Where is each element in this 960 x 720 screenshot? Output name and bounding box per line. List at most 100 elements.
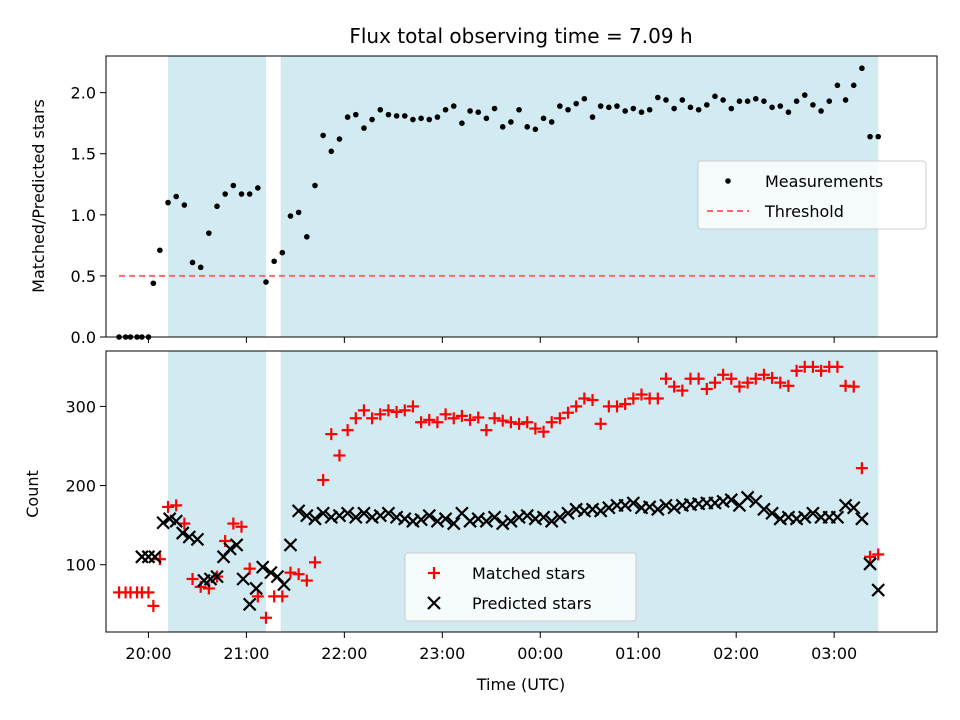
measurement-point (630, 105, 637, 112)
predicted-star-point (210, 569, 224, 584)
measurement-point (369, 116, 375, 123)
matched-star-point (864, 550, 877, 563)
measurement-point (328, 148, 335, 155)
shaded-region-1 (168, 56, 266, 337)
predicted-star-point (373, 508, 388, 523)
x-tick-label: 21:00 (223, 644, 269, 663)
predicted-star-point (182, 530, 197, 544)
measurement-point (524, 124, 531, 130)
matched-star-point (464, 413, 477, 426)
predicted-star-point (291, 504, 306, 518)
predicted-star-point (659, 498, 673, 513)
measurement-point (450, 103, 457, 109)
matched-star-point (374, 408, 387, 421)
measurements-legend-label: Measurements (765, 172, 883, 191)
x-axis-label: Time (UTC) (476, 675, 565, 694)
measurement-point (761, 98, 767, 105)
top-y-axis-label: Matched/Predicted stars (29, 99, 48, 293)
matched-star-point (537, 425, 550, 438)
measurement-point (271, 258, 277, 265)
measurement-point (597, 103, 604, 109)
matched-star-point (333, 449, 346, 462)
measurement-point (801, 92, 808, 98)
matched-star-point (398, 404, 411, 417)
measurement-point (769, 104, 775, 111)
matched-star-point (357, 404, 370, 417)
predicted-star-point (479, 514, 494, 528)
measurement-point (581, 95, 588, 102)
y-tick-label: 2.0 (71, 84, 96, 103)
bottom-x-axis-ticks: 20:00 21:00 22:00 23:00 00:00 01:00 02:00 03:00 (125, 632, 857, 663)
measurement-point (377, 106, 384, 113)
predicted-star-point (618, 498, 632, 513)
measurement-point (728, 105, 735, 112)
predicted-star-point (169, 514, 183, 528)
y-tick-label: 1.0 (71, 206, 96, 225)
measurement-point (189, 259, 196, 266)
measurement-point (385, 111, 392, 118)
measurement-point (255, 185, 261, 191)
predicted-legend-label: Predicted stars (472, 594, 592, 613)
matched-legend-marker (428, 567, 440, 579)
predicted-star-point (602, 500, 616, 515)
matched-star-point (496, 414, 509, 427)
top-legend-box (697, 160, 927, 230)
matched-star-point (545, 416, 558, 429)
top-x-axis-ticks (147, 337, 835, 343)
matched-star-point (227, 517, 240, 530)
matched-star-point (341, 424, 354, 437)
top-y-axis-ticks: 0.0 0.5 1.0 1.5 2.0 (71, 84, 106, 347)
measurement-point (410, 116, 416, 123)
x-tick-label: 01:00 (615, 644, 661, 663)
predicted-star-point (414, 512, 428, 527)
matched-star-point (815, 364, 828, 377)
predicted-star-point (236, 572, 250, 586)
x-tick-label: 22:00 (321, 644, 367, 663)
predicted-star-point (316, 506, 330, 521)
measurement-point (655, 94, 661, 101)
measurement-point (826, 98, 833, 105)
predicted-star-point (340, 506, 355, 521)
predicted-star-point (255, 560, 270, 574)
matched-star-point (292, 568, 305, 581)
predicted-star-point (626, 496, 641, 510)
shaded-region-1 (168, 351, 266, 632)
matched-star-point (562, 406, 575, 419)
measurement-point (295, 209, 302, 216)
predicted-star-point (553, 510, 567, 525)
measurement-point (238, 191, 245, 197)
matched-star-point (170, 499, 183, 512)
measurement-point (540, 115, 547, 122)
measurement-point (361, 125, 367, 131)
predicted-star-point (757, 502, 771, 517)
predicted-star-point (487, 510, 502, 525)
predicted-star-point (397, 512, 412, 526)
measurement-point (622, 108, 628, 114)
measurement-point (557, 103, 563, 109)
measurement-point (304, 234, 310, 240)
matched-star-point (455, 409, 468, 422)
predicted-stars-points (135, 490, 886, 612)
predicted-star-point (249, 581, 263, 596)
predicted-star-point (740, 490, 755, 505)
matched-star-point (586, 394, 599, 407)
matched-star-point (733, 380, 746, 393)
matched-star-point (757, 368, 770, 381)
predicted-star-point (651, 502, 665, 517)
predicted-star-point (561, 506, 575, 521)
y-tick-label: 200 (65, 477, 96, 496)
matched-star-point (578, 392, 591, 405)
measurement-point (704, 102, 710, 108)
predicted-star-point (381, 506, 396, 521)
measurement-point (442, 106, 449, 113)
predicted-star-point (430, 514, 445, 528)
measurement-point (606, 104, 612, 111)
matched-star-point (178, 517, 191, 530)
measurement-point (532, 126, 539, 133)
measurement-point (426, 116, 433, 123)
predicted-star-point (471, 512, 486, 526)
measurement-point (434, 114, 441, 120)
predicted-star-point (667, 500, 681, 515)
measurements-legend-marker (725, 178, 731, 184)
measurement-point (589, 114, 596, 120)
